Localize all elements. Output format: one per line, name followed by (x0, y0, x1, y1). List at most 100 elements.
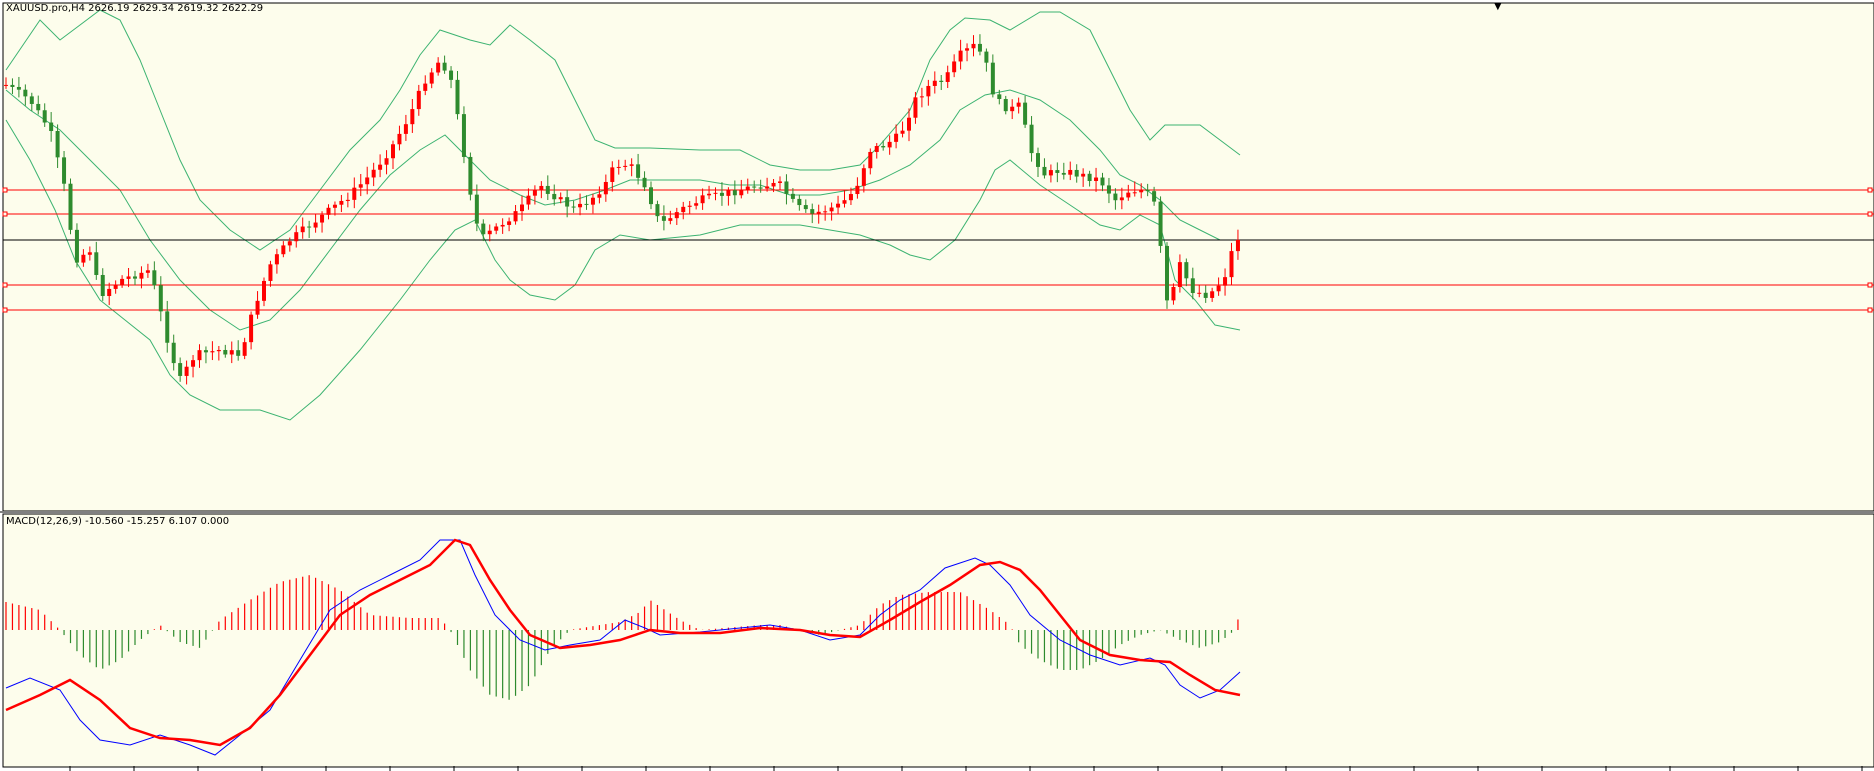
candle-body (803, 205, 808, 210)
macd-panel[interactable] (2, 513, 1874, 768)
candle-body (449, 70, 454, 80)
candle-body (500, 224, 505, 227)
candle-body (668, 218, 673, 221)
level-handle-left (2, 282, 8, 288)
candle-body (36, 103, 41, 111)
candle-body (1190, 278, 1195, 294)
candle-body (10, 84, 15, 87)
candle-body (829, 207, 834, 212)
candle-body (29, 96, 34, 104)
horizontal-levels[interactable] (2, 187, 1874, 313)
candle-body (694, 203, 699, 206)
candle-body (790, 193, 795, 199)
candle-body (1094, 177, 1099, 181)
candle-body (184, 366, 189, 376)
candle-body (861, 168, 866, 186)
candle-body (597, 194, 602, 198)
symbol-label: XAUUSD.pro,H4 (6, 3, 85, 14)
candle-body (358, 184, 363, 188)
candle-body (107, 288, 112, 297)
candle-body (461, 114, 466, 157)
candle-body (191, 360, 196, 367)
candle-body (474, 194, 479, 224)
level-handle-left (2, 211, 8, 217)
candle-body (87, 252, 92, 255)
candle-body (713, 192, 718, 194)
candle-body (919, 96, 924, 98)
candle-body (178, 363, 183, 376)
candle-body (171, 342, 176, 364)
candle-body (384, 158, 389, 165)
candle-body (320, 214, 325, 223)
candle-body (1177, 262, 1182, 287)
candle-body (365, 177, 370, 185)
candle-body (907, 117, 911, 131)
candle-body (681, 206, 686, 213)
candle-body (94, 252, 99, 275)
candle-body (216, 349, 221, 352)
bollinger-upper-line (5, 9, 1241, 251)
candle-body (210, 351, 215, 353)
bollinger-lower-line (5, 119, 1241, 421)
price-panel[interactable] (2, 2, 1874, 512)
candle-body (481, 223, 486, 235)
candle-body (1197, 292, 1202, 294)
candle-body (642, 177, 647, 188)
candle-body (326, 207, 331, 215)
candle-body (558, 197, 563, 200)
candle-body (1145, 189, 1150, 192)
candle-body (1029, 124, 1034, 154)
candle-body (784, 181, 789, 194)
candle-body (49, 122, 54, 132)
candle-body (881, 146, 886, 148)
ohlc-label: 2626.19 2629.34 2619.32 2622.29 (88, 3, 264, 14)
candle-body (274, 254, 279, 265)
candle-body (726, 190, 731, 196)
candle-body (732, 190, 737, 196)
candle-body (649, 187, 653, 205)
candle-body (578, 203, 583, 208)
candle-body (719, 192, 724, 196)
candle-body (81, 254, 86, 263)
candle-body (345, 199, 350, 201)
candle-body (745, 186, 750, 191)
candle-body (494, 226, 499, 231)
signal-line (5, 538, 1241, 747)
macd-lines (5, 538, 1241, 756)
candle-body (1132, 192, 1137, 194)
candle-body (965, 48, 970, 51)
candle-body (687, 205, 692, 207)
candle-body (1048, 170, 1053, 176)
candle-body (1016, 102, 1021, 107)
candle-body (1216, 285, 1221, 292)
candle-body (223, 349, 228, 355)
candle-body (62, 157, 67, 184)
candle-body (952, 61, 957, 73)
candle-body (249, 314, 254, 343)
candle-body (1036, 153, 1040, 167)
candle-body (1010, 106, 1015, 112)
candle-body (378, 164, 383, 170)
candle-body (1223, 277, 1228, 286)
candle-body (281, 245, 286, 255)
level-handle-right (1867, 211, 1873, 217)
candle-body (610, 167, 615, 182)
candle-body (900, 130, 905, 134)
shift-marker-icon[interactable]: ▼ (1494, 1, 1502, 12)
candle-body (203, 350, 208, 353)
candle-body (332, 204, 337, 208)
candle-body (423, 83, 428, 91)
candle-body (442, 62, 447, 71)
candle-body (429, 72, 434, 84)
candle-body (661, 216, 666, 221)
candle-body (255, 300, 260, 315)
candle-body (1100, 177, 1105, 186)
candle-body (158, 285, 163, 312)
candle-body (1055, 170, 1060, 173)
level-handle-right (1867, 187, 1873, 193)
candle-body (403, 124, 408, 134)
macd-line (5, 539, 1241, 756)
candle-body (816, 211, 821, 214)
candle-body (1106, 185, 1111, 194)
